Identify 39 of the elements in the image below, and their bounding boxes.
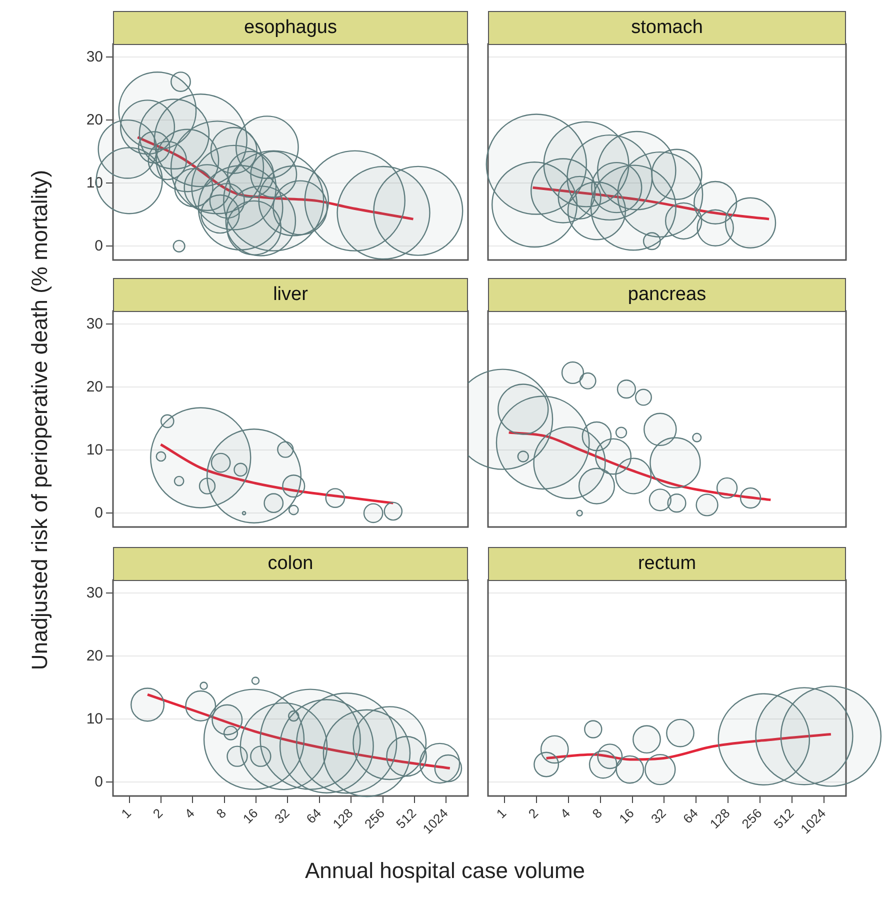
x-tick-label: 128 — [706, 806, 733, 832]
chart-title: pancreas — [488, 278, 846, 312]
x-tick-label: 2 — [525, 806, 542, 822]
x-tick-label: 256 — [738, 806, 765, 832]
y-axis-title: Unadjusted risk of perioperative death (% mortality) — [27, 170, 53, 670]
chart-title: colon — [113, 547, 468, 581]
y-tick-label: 30 — [86, 48, 103, 66]
chart-title: liver — [113, 278, 468, 312]
y-tick-label: 20 — [86, 647, 103, 664]
y-tick-label: 0 — [94, 237, 103, 254]
x-tick-label: 8 — [213, 806, 230, 822]
x-tick-label: 4 — [557, 806, 574, 822]
y-tick-label: 0 — [94, 773, 103, 790]
x-tick-label: 1 — [118, 806, 134, 822]
x-tick-label: 32 — [272, 806, 292, 826]
y-tick-label: 30 — [86, 584, 103, 602]
x-tick-label: 64 — [680, 806, 701, 826]
chart-title: esophagus — [113, 11, 468, 45]
x-tick-label: 2 — [150, 806, 166, 822]
y-tick-label: 20 — [86, 378, 103, 396]
chart-title: stomach — [488, 11, 846, 45]
x-tick-label: 8 — [589, 806, 605, 822]
x-tick-label: 32 — [648, 806, 669, 826]
chart-title: rectum — [488, 547, 846, 581]
x-tick-label: 512 — [393, 806, 420, 832]
x-tick-label: 16 — [616, 806, 637, 826]
x-axis-title: Annual hospital case volume — [304, 858, 586, 884]
x-tick-label: 128 — [330, 806, 356, 832]
y-tick-label: 10 — [86, 710, 103, 728]
y-tick-label: 0 — [94, 504, 103, 522]
x-tick-label: 256 — [362, 806, 388, 832]
x-tick-label: 64 — [303, 806, 324, 826]
y-tick-label: 30 — [86, 315, 103, 332]
y-tick-label: 20 — [86, 111, 103, 128]
x-tick-label: 1 — [493, 806, 510, 822]
x-tick-label: 512 — [770, 806, 797, 832]
x-tick-label: 16 — [240, 806, 261, 826]
y-tick-label: 10 — [86, 441, 103, 458]
x-tick-label: 4 — [182, 806, 198, 822]
